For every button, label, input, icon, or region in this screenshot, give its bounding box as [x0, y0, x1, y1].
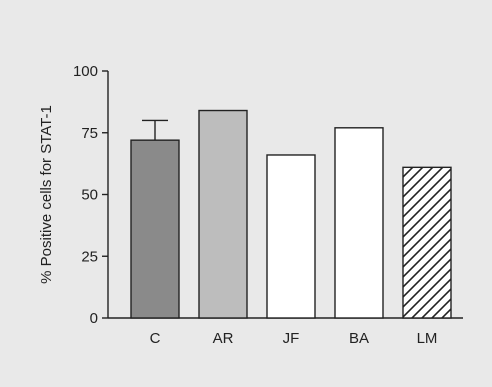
x-tick-label: BA: [349, 330, 369, 347]
y-tick-label: 75: [81, 125, 98, 142]
y-tick-label: 0: [90, 310, 98, 327]
y-tick-label: 25: [81, 248, 98, 265]
x-tick-label: AR: [213, 330, 234, 347]
bar-ar: [198, 109, 248, 319]
x-tick-label: C: [150, 330, 161, 347]
y-tick-label: 100: [73, 63, 98, 80]
y-axis-title: % Positive cells for STAT-1: [38, 105, 55, 284]
bar-ba: [334, 127, 384, 319]
bar-jf: [266, 154, 316, 319]
x-tick-label: LM: [417, 330, 438, 347]
bar-lm: [402, 166, 452, 319]
y-tick-label: 50: [81, 187, 98, 204]
x-tick-label: JF: [283, 330, 300, 347]
bar-c: [130, 139, 180, 319]
